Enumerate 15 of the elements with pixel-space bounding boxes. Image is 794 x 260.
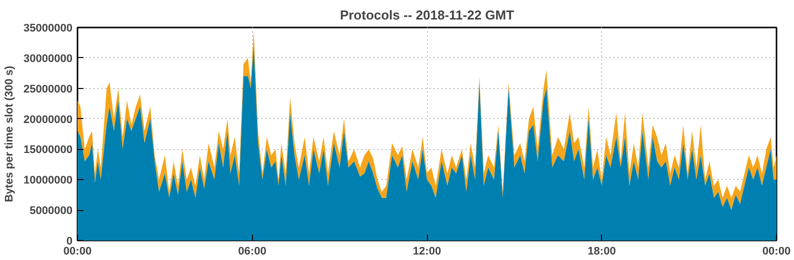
y-tick-label: 10000000 [24,174,73,187]
y-tick-label: 35000000 [24,22,73,34]
y-tick-label: 5000000 [30,205,73,218]
y-axis-title: Bytes per time slot (300 s) [4,66,16,202]
x-tick-label: 18:00 [588,246,616,258]
y-tick-label: 20000000 [24,114,73,126]
y-tick-label: 25000000 [24,83,73,96]
x-tick-label: 12:00 [412,246,442,258]
x-tick-label: 06:00 [238,246,266,258]
y-tick-label: 30000000 [24,52,73,65]
y-tick-label: 0 [66,236,73,248]
x-tick-label: 00:00 [762,246,791,258]
chart-title: Protocols -- 2018-11-22 GMT [340,8,514,22]
y-tick-label: 15000000 [24,144,73,156]
x-tick-label: 00:00 [63,246,92,258]
